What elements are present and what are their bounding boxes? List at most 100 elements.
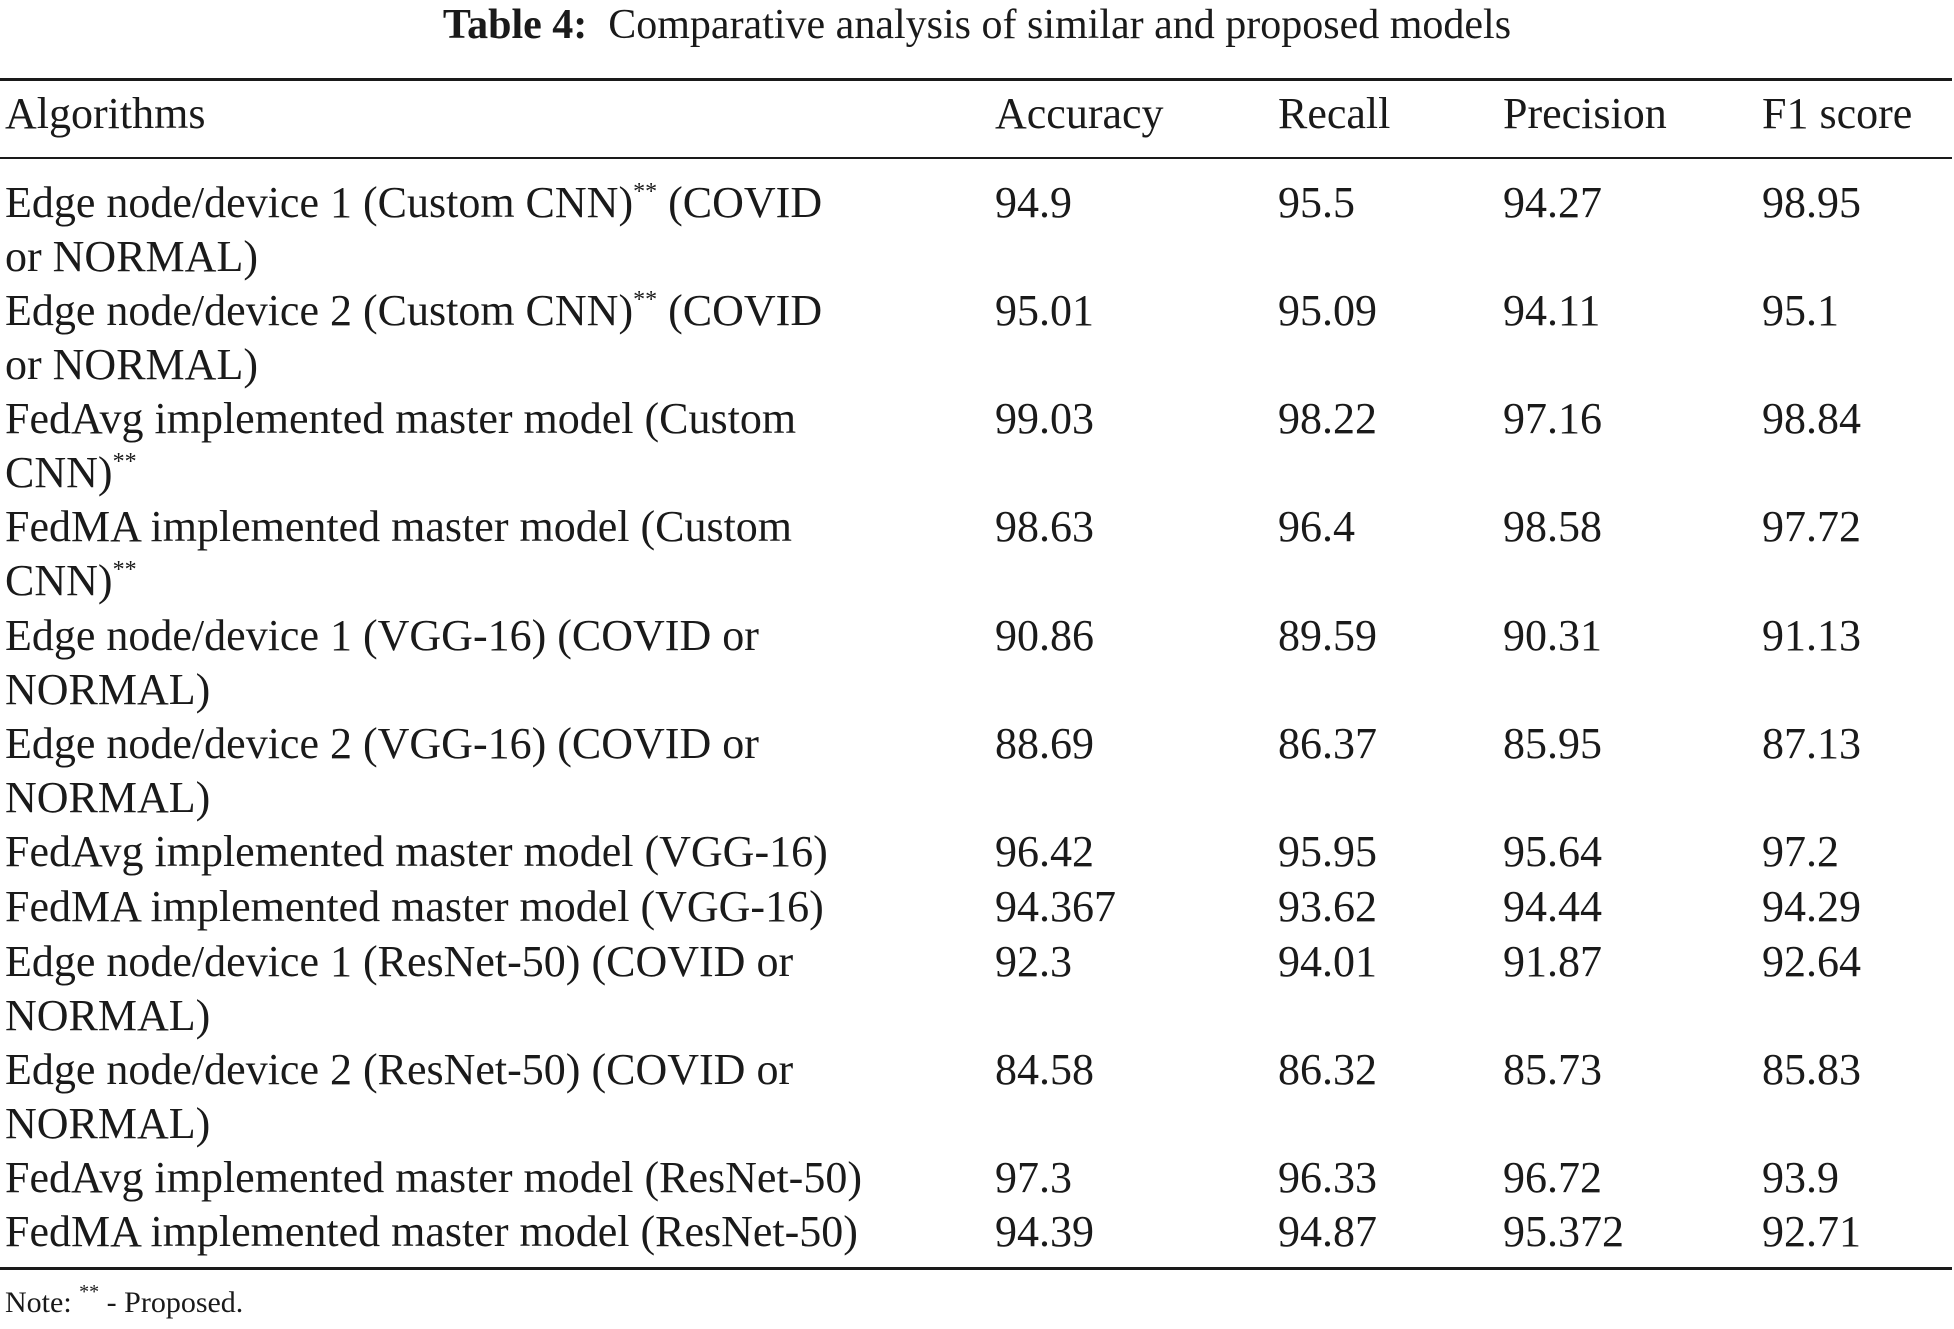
algorithm-cell: Edge node/device 1 (Custom CNN)** (COVID… xyxy=(5,176,985,284)
header-algorithms: Algorithms xyxy=(5,89,206,138)
algorithm-cell: Edge node/device 2 (VGG-16) (COVID or NOR… xyxy=(5,717,985,825)
algorithm-name-line1: FedMA implemented master model (Custom xyxy=(5,502,793,551)
precision-cell: 94.44 xyxy=(1503,882,1602,931)
algorithm-name-line1-rest: (COVID xyxy=(657,178,823,227)
recall-cell: 95.5 xyxy=(1278,178,1355,227)
note-mark: ** xyxy=(79,1281,100,1303)
recall-cell: 96.4 xyxy=(1278,502,1355,551)
algorithm-cell: FedAvg implemented master model (VGG-16) xyxy=(5,825,985,879)
recall-cell: 95.95 xyxy=(1278,827,1377,876)
proposed-mark: ** xyxy=(112,557,137,583)
recall-cell: 94.87 xyxy=(1278,1207,1377,1256)
f1-score-cell: 87.13 xyxy=(1762,719,1861,768)
precision-cell: 94.27 xyxy=(1503,178,1602,227)
accuracy-cell: 95.01 xyxy=(995,286,1094,335)
algorithm-name-line2: NORMAL) xyxy=(5,665,211,714)
proposed-mark: ** xyxy=(112,449,137,475)
algorithm-cell: FedMA implemented master model (Custom CN… xyxy=(5,500,985,608)
algorithm-cell: Edge node/device 2 (ResNet-50) (COVID or… xyxy=(5,1043,985,1151)
algorithm-name-line2: NORMAL) xyxy=(5,1099,211,1148)
recall-cell: 94.01 xyxy=(1278,937,1377,986)
algorithm-name-line1: Edge node/device 2 (VGG-16) (COVID or xyxy=(5,719,759,768)
algorithm-name-line1: Edge node/device 1 (Custom CNN) xyxy=(5,178,634,227)
header-recall: Recall xyxy=(1278,89,1391,138)
accuracy-cell: 84.58 xyxy=(995,1045,1094,1094)
accuracy-cell: 94.39 xyxy=(995,1207,1094,1256)
header-f1-score: F1 score xyxy=(1762,89,1913,138)
note-prefix: Note: xyxy=(5,1286,80,1319)
accuracy-cell: 90.86 xyxy=(995,611,1094,660)
algorithm-name-line1: FedAvg implemented master model (Custom xyxy=(5,394,797,443)
table-header-rule xyxy=(0,157,1952,159)
algorithm-name-line2: NORMAL) xyxy=(5,991,211,1040)
precision-cell: 95.64 xyxy=(1503,827,1602,876)
recall-cell: 93.62 xyxy=(1278,882,1377,931)
f1-score-cell: 93.9 xyxy=(1762,1153,1839,1202)
algorithm-cell: Edge node/device 1 (ResNet-50) (COVID or… xyxy=(5,935,985,1043)
recall-cell: 95.09 xyxy=(1278,286,1377,335)
table-caption-label: Table 4: xyxy=(442,2,588,48)
f1-score-cell: 91.13 xyxy=(1762,611,1861,660)
proposed-mark: ** xyxy=(633,179,658,205)
algorithm-name-line1: Edge node/device 1 (ResNet-50) (COVID or xyxy=(5,937,794,986)
precision-cell: 96.72 xyxy=(1503,1153,1602,1202)
algorithm-name-line1: FedAvg implemented master model (ResNet-… xyxy=(5,1153,862,1202)
recall-cell: 96.33 xyxy=(1278,1153,1377,1202)
f1-score-cell: 98.95 xyxy=(1762,178,1861,227)
algorithm-cell: Edge node/device 1 (VGG-16) (COVID or NOR… xyxy=(5,609,985,717)
precision-cell: 85.95 xyxy=(1503,719,1602,768)
accuracy-cell: 94.367 xyxy=(995,882,1116,931)
table-caption-text: Comparative analysis of similar and prop… xyxy=(608,2,1512,48)
f1-score-cell: 97.2 xyxy=(1762,827,1839,876)
recall-cell: 86.37 xyxy=(1278,719,1377,768)
algorithm-cell: Edge node/device 2 (Custom CNN)** (COVID… xyxy=(5,284,985,392)
note-text: - Proposed. xyxy=(99,1286,244,1319)
table-top-rule xyxy=(0,78,1952,81)
algorithm-cell: FedAvg implemented master model (ResNet-… xyxy=(5,1151,985,1205)
algorithm-name-line1: Edge node/device 1 (VGG-16) (COVID or xyxy=(5,611,759,660)
precision-cell: 85.73 xyxy=(1503,1045,1602,1094)
algorithm-cell: FedMA implemented master model (VGG-16) xyxy=(5,880,985,934)
algorithm-name-line2: or NORMAL) xyxy=(5,232,258,281)
algorithm-name-line2: NORMAL) xyxy=(5,773,211,822)
recall-cell: 89.59 xyxy=(1278,611,1377,660)
accuracy-cell: 92.3 xyxy=(995,937,1072,986)
precision-cell: 95.372 xyxy=(1503,1207,1624,1256)
accuracy-cell: 96.42 xyxy=(995,827,1094,876)
accuracy-cell: 88.69 xyxy=(995,719,1094,768)
accuracy-cell: 98.63 xyxy=(995,502,1094,551)
f1-score-cell: 92.64 xyxy=(1762,937,1861,986)
algorithm-name-line2: or NORMAL) xyxy=(5,340,258,389)
f1-score-cell: 95.1 xyxy=(1762,286,1839,335)
algorithm-cell: FedAvg implemented master model (Custom C… xyxy=(5,392,985,500)
f1-score-cell: 92.71 xyxy=(1762,1207,1861,1256)
f1-score-cell: 98.84 xyxy=(1762,394,1861,443)
f1-score-cell: 97.72 xyxy=(1762,502,1861,551)
recall-cell: 98.22 xyxy=(1278,394,1377,443)
algorithm-name-line2: CNN) xyxy=(5,556,113,605)
precision-cell: 98.58 xyxy=(1503,502,1602,551)
precision-cell: 91.87 xyxy=(1503,937,1602,986)
f1-score-cell: 94.29 xyxy=(1762,882,1861,931)
header-precision: Precision xyxy=(1503,89,1667,138)
algorithm-name-line1: FedAvg implemented master model (VGG-16) xyxy=(5,827,828,876)
algorithm-name-line2: CNN) xyxy=(5,448,113,497)
accuracy-cell: 97.3 xyxy=(995,1153,1072,1202)
f1-score-cell: 85.83 xyxy=(1762,1045,1861,1094)
proposed-mark: ** xyxy=(633,287,658,313)
algorithm-name-line1: Edge node/device 2 (ResNet-50) (COVID or xyxy=(5,1045,794,1094)
algorithm-cell: FedMA implemented master model (ResNet-5… xyxy=(5,1205,985,1259)
precision-cell: 90.31 xyxy=(1503,611,1602,660)
table-note: Note: ** - Proposed. xyxy=(5,1281,244,1323)
algorithm-name-line1: Edge node/device 2 (Custom CNN) xyxy=(5,286,634,335)
accuracy-cell: 99.03 xyxy=(995,394,1094,443)
algorithm-name-line1: FedMA implemented master model (ResNet-5… xyxy=(5,1207,858,1256)
accuracy-cell: 94.9 xyxy=(995,178,1072,227)
table-bottom-rule xyxy=(0,1267,1952,1270)
recall-cell: 86.32 xyxy=(1278,1045,1377,1094)
table-caption: Table 4: Comparative analysis of similar… xyxy=(0,0,1954,55)
precision-cell: 94.11 xyxy=(1503,286,1601,335)
precision-cell: 97.16 xyxy=(1503,394,1602,443)
header-accuracy: Accuracy xyxy=(995,89,1164,138)
algorithm-name-line1-rest: (COVID xyxy=(657,286,823,335)
